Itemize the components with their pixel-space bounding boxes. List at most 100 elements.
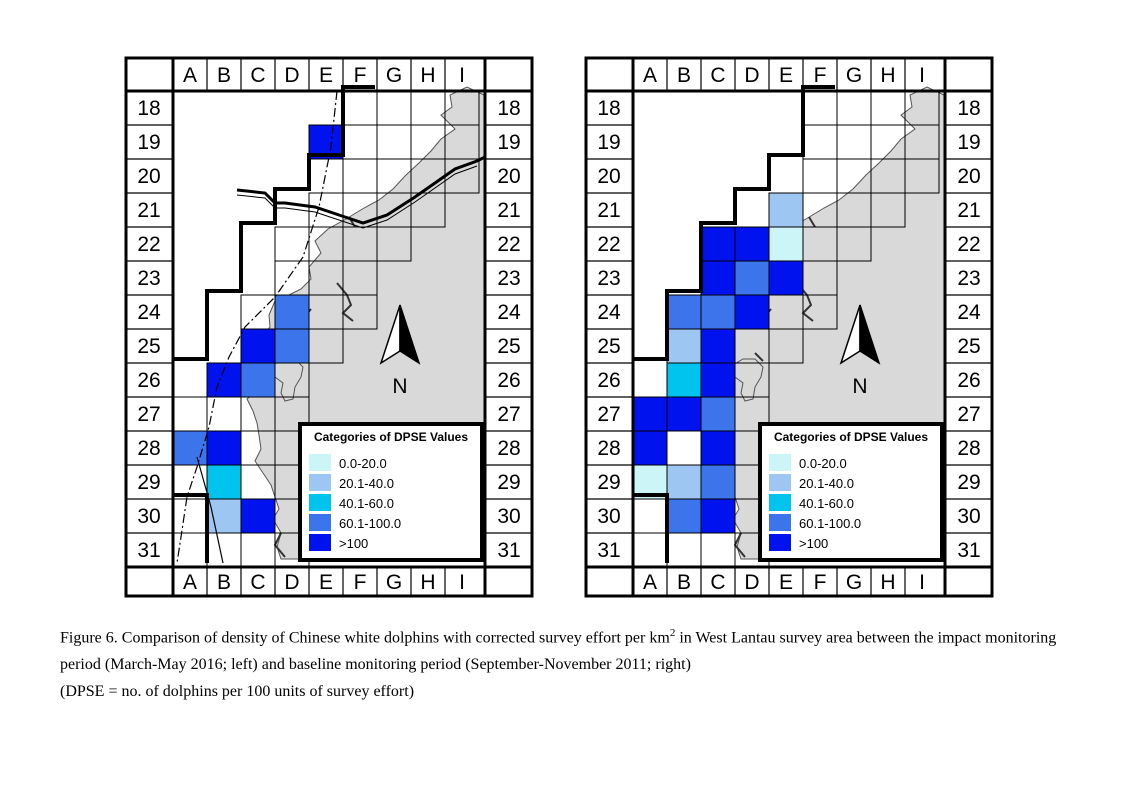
left-map-row-label-left: 22 <box>137 233 160 256</box>
legend-label: 0.0-20.0 <box>799 456 847 471</box>
north-arrow-icon <box>839 304 881 365</box>
left-map-grid-cell <box>240 396 276 432</box>
right-map-col-label-bottom: I <box>919 571 925 594</box>
legend-swatch <box>309 534 331 551</box>
right-map-grid-cell <box>802 226 838 262</box>
right-map-cell-A28 <box>632 430 668 466</box>
left-map-row-label-right: 18 <box>497 97 520 120</box>
right-map-grid-cell <box>802 158 838 194</box>
left-map-col-label-bottom: G <box>386 571 402 594</box>
left-map-row-label-left: 30 <box>137 505 160 528</box>
left-map-grid-cell <box>376 226 412 262</box>
left-map-col-label-top: H <box>420 64 435 87</box>
right-map-grid-cell <box>870 124 906 160</box>
left-map-grid-cell <box>376 90 412 126</box>
right-map-grid-cell <box>802 90 838 126</box>
left-map-col-label-top: B <box>217 64 231 87</box>
left-map-row-label-right: 22 <box>497 233 520 256</box>
left-map-row-label-left: 26 <box>137 369 160 392</box>
left-map-row-label-left: 24 <box>137 301 161 324</box>
right-map-legend: Categories of DPSE Values 0.0-20.0 20.1-40… <box>758 422 944 562</box>
caption-line-2: (DPSE = no. of dolphins per 100 units of… <box>60 683 415 701</box>
left-map-col-label-bottom: C <box>250 571 265 594</box>
legend-label: 40.1-60.0 <box>339 496 394 511</box>
caption-text-a: Figure 6. Comparison of density of Chine… <box>60 629 670 647</box>
left-map-row-label-right: 28 <box>497 437 520 460</box>
right-map-row-label-left: 19 <box>597 131 620 154</box>
legend-label: >100 <box>799 536 828 551</box>
right-map-col-label-bottom: B <box>677 571 691 594</box>
right-map-row-label-left: 18 <box>597 97 620 120</box>
right-map-col-label-bottom: E <box>779 571 793 594</box>
legend-label: 60.1-100.0 <box>799 516 861 531</box>
right-map-cell-D23 <box>734 260 770 296</box>
right-map-col-label-bottom: H <box>880 571 895 594</box>
left-map-col-label-top: D <box>284 64 299 87</box>
right-map-grid-cell <box>768 294 804 330</box>
legend-label: 20.1-40.0 <box>339 476 394 491</box>
left-map-grid-cell <box>240 430 276 466</box>
left-map-row-label-right: 20 <box>497 165 520 188</box>
caption-text-b: in West Lantau survey area between the i… <box>60 629 1057 674</box>
right-map-col-label-bottom: G <box>846 571 862 594</box>
left-map-cell-B30 <box>206 498 242 534</box>
legend-swatch <box>769 494 791 511</box>
right-map-col-label-top: A <box>643 64 657 87</box>
left-map-row-label-right: 29 <box>497 471 520 494</box>
left-map-row-label-left: 23 <box>137 267 160 290</box>
right-map-row-label-left: 22 <box>597 233 620 256</box>
left-map-cell-D24 <box>274 294 310 330</box>
right-map-row-label-left: 29 <box>597 471 620 494</box>
north-label: N <box>392 375 407 398</box>
right-map-grid-cell <box>904 124 940 160</box>
left-map-col-label-bottom: E <box>319 571 333 594</box>
right-map-col-label-bottom: A <box>643 571 657 594</box>
left-map-col-label-top: E <box>319 64 333 87</box>
right-map-row-label-right: 20 <box>957 165 980 188</box>
right-map-grid-cell <box>836 124 872 160</box>
right-map-grid-cell <box>666 430 702 466</box>
right-map-row-label-left: 28 <box>597 437 620 460</box>
right-map-cell-B27 <box>666 396 702 432</box>
legend-swatch <box>309 514 331 531</box>
left-map-grid-cell <box>342 226 378 262</box>
right-map-grid-cell <box>734 362 770 398</box>
right-map-row-label-left: 31 <box>597 539 620 562</box>
left-map-cell-A28 <box>172 430 208 466</box>
left-map-grid-cell <box>410 90 446 126</box>
left-map-survey-boundary <box>173 85 375 563</box>
right-map-grid-cell <box>666 532 702 568</box>
left-map-row-label-left: 25 <box>137 335 160 358</box>
left-map-row-label-right: 19 <box>497 131 520 154</box>
left-map-col-label-top: C <box>250 64 265 87</box>
left-map-grid-cell <box>444 124 480 160</box>
right-map-row-label-left: 30 <box>597 505 620 528</box>
caption-superscript: 2 <box>669 627 676 639</box>
right-map-frame <box>584 56 994 598</box>
left-map-row-label-left: 20 <box>137 165 160 188</box>
left-map-cell-D25 <box>274 328 310 364</box>
left-map-bridge-road <box>236 155 486 225</box>
left-map-grid-cell <box>410 192 446 228</box>
right-map-row-label-right: 26 <box>957 369 980 392</box>
left-map-grid-cell <box>308 294 344 330</box>
right-map-row-label-right: 24 <box>957 301 981 324</box>
right-map-cell-C22 <box>700 226 736 262</box>
left-map-row-label-left: 21 <box>137 199 160 222</box>
right-map-col-label-top: D <box>744 64 759 87</box>
right-map-grid-cell <box>836 90 872 126</box>
right-map-grid-cell <box>632 498 668 534</box>
right-map-cell-C29 <box>700 464 736 500</box>
right-map-row-label-right: 31 <box>957 539 980 562</box>
right-map-cell-B24 <box>666 294 702 330</box>
left-map-row-label-right: 26 <box>497 369 520 392</box>
caption-line-1: Figure 6. Comparison of density of Chine… <box>60 620 1080 678</box>
legend-swatch <box>309 454 331 471</box>
legend-label: 60.1-100.0 <box>339 516 401 531</box>
left-map-grid-cell <box>240 294 276 330</box>
left-map-grid-cell <box>206 396 242 432</box>
right-map-col-label-top: E <box>779 64 793 87</box>
